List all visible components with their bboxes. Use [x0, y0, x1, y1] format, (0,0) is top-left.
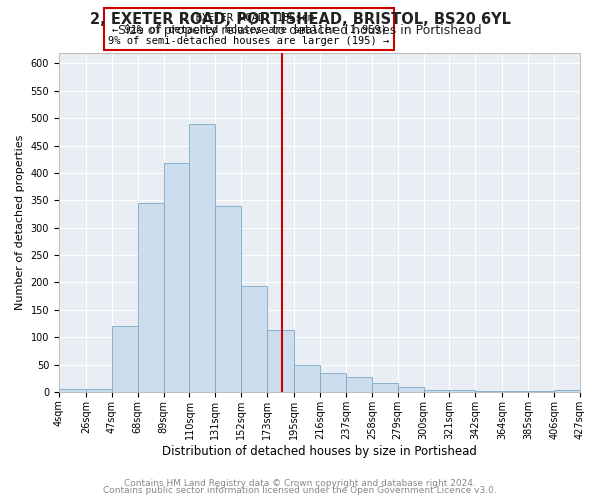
Text: Size of property relative to detached houses in Portishead: Size of property relative to detached ho…: [118, 24, 482, 37]
Bar: [112, 326, 138, 392]
Bar: [320, 373, 346, 392]
X-axis label: Distribution of detached houses by size in Portishead: Distribution of detached houses by size …: [162, 444, 477, 458]
Bar: [424, 390, 449, 392]
Bar: [294, 365, 320, 392]
Bar: [554, 390, 580, 392]
Bar: [138, 203, 164, 392]
Bar: [164, 163, 190, 392]
Bar: [215, 206, 241, 392]
Bar: [475, 391, 502, 392]
Y-axis label: Number of detached properties: Number of detached properties: [15, 134, 25, 310]
Text: Contains HM Land Registry data © Crown copyright and database right 2024.: Contains HM Land Registry data © Crown c…: [124, 478, 476, 488]
Bar: [59, 389, 86, 392]
Text: Contains public sector information licensed under the Open Government Licence v3: Contains public sector information licen…: [103, 486, 497, 495]
Text: 2 EXETER ROAD: 185sqm
← 91% of detached houses are smaller (1,959)
9% of semi-de: 2 EXETER ROAD: 185sqm ← 91% of detached …: [109, 12, 390, 46]
Bar: [398, 387, 424, 392]
Bar: [86, 389, 112, 392]
Bar: [241, 286, 267, 392]
Bar: [190, 124, 215, 392]
Bar: [346, 377, 372, 392]
Bar: [449, 390, 475, 392]
Bar: [267, 330, 294, 392]
Bar: [372, 382, 398, 392]
Text: 2, EXETER ROAD, PORTISHEAD, BRISTOL, BS20 6YL: 2, EXETER ROAD, PORTISHEAD, BRISTOL, BS2…: [89, 12, 511, 26]
